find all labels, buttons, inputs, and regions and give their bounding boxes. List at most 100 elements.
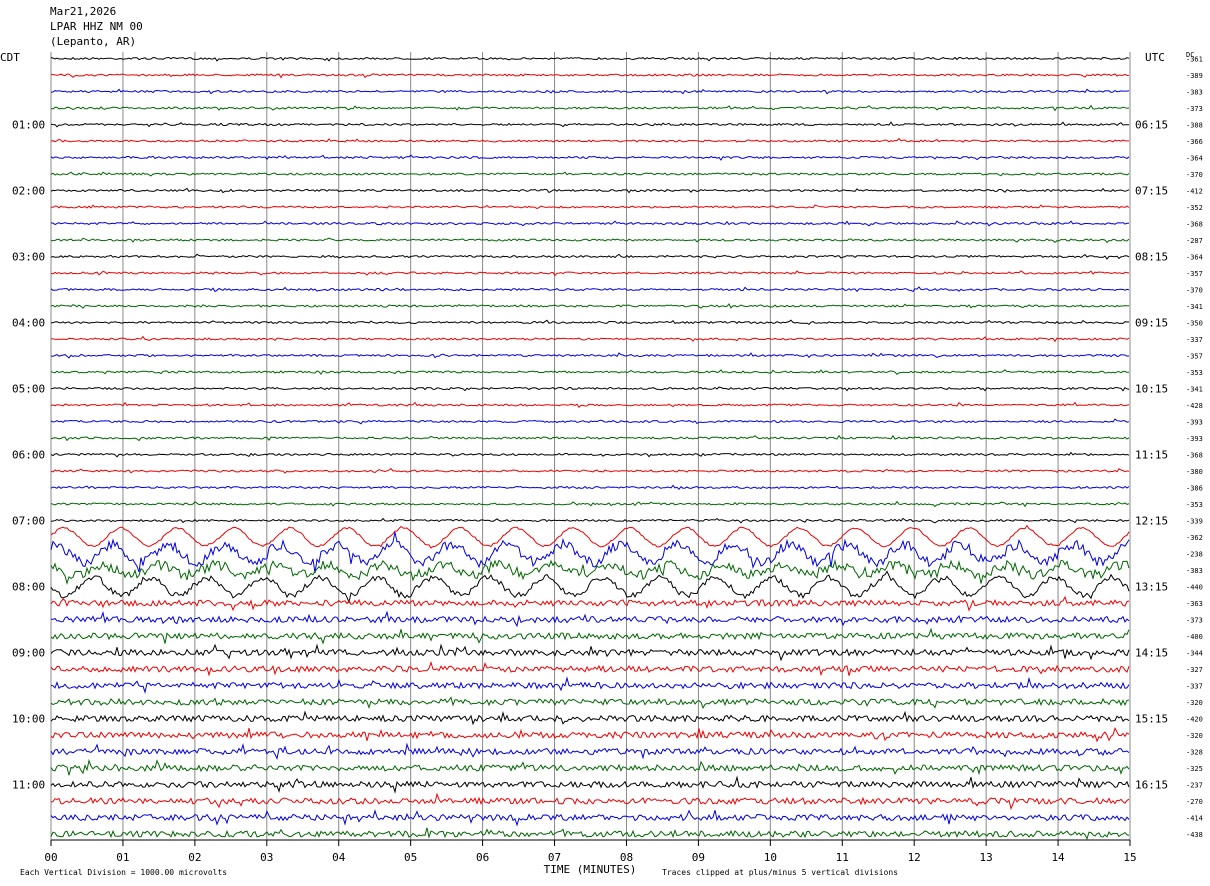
trace (50, 758, 1130, 776)
trace (50, 500, 1130, 508)
trace (50, 742, 1130, 761)
dc-offset: -238 (1186, 551, 1203, 559)
dc-offset: -344 (1186, 650, 1203, 658)
dc-offset: -383 (1186, 567, 1203, 575)
trace (50, 524, 1130, 549)
right-zone: UTC (1145, 51, 1165, 64)
right-time: 11:15 (1135, 449, 1168, 462)
footer-left: Each Vertical Division = 1000.00 microvo… (20, 868, 227, 877)
trace (50, 352, 1130, 359)
x-tick-label: 08 (620, 851, 633, 864)
dc-offset: -320 (1186, 732, 1203, 740)
trace (50, 121, 1130, 128)
trace (50, 401, 1130, 408)
x-tick-label: 11 (836, 851, 849, 864)
x-tick-label: 04 (332, 851, 346, 864)
dc-offset: -364 (1186, 155, 1203, 163)
left-time: 05:00 (12, 383, 45, 396)
left-time: 09:00 (12, 647, 45, 660)
x-tick-label: 06 (476, 851, 489, 864)
dc-offset: -428 (1186, 402, 1203, 410)
trace (51, 319, 1130, 326)
dc-offset: -361 (1186, 56, 1203, 64)
x-tick-label: 00 (44, 851, 57, 864)
dc-offset: -357 (1186, 270, 1203, 278)
dc-offset: -327 (1186, 666, 1203, 674)
trace (50, 434, 1130, 442)
dc-offset: -357 (1186, 353, 1203, 361)
trace (50, 559, 1130, 585)
dc-offset: -353 (1186, 369, 1203, 377)
trace (50, 696, 1130, 710)
dc-offset: -383 (1186, 89, 1203, 97)
dc-label: DC (1186, 51, 1194, 59)
trace (50, 676, 1130, 695)
dc-offset: -364 (1186, 254, 1203, 262)
trace (50, 154, 1130, 161)
trace (50, 418, 1130, 425)
dc-offset: -366 (1186, 138, 1203, 146)
right-time: 10:15 (1135, 383, 1168, 396)
dc-offset: -370 (1186, 287, 1203, 295)
dc-offset: -341 (1186, 303, 1203, 311)
dc-offset: -353 (1186, 501, 1203, 509)
trace (50, 827, 1130, 841)
trace (50, 451, 1130, 458)
x-tick-label: 10 (764, 851, 777, 864)
x-tick-label: 12 (908, 851, 921, 864)
dc-offset: -337 (1186, 336, 1203, 344)
trace (50, 532, 1130, 574)
trace (50, 710, 1130, 726)
right-time: 12:15 (1135, 515, 1168, 528)
trace (50, 220, 1130, 227)
dc-offset: -393 (1186, 419, 1203, 427)
dc-offset: -414 (1186, 815, 1203, 823)
x-tick-label: 15 (1123, 851, 1136, 864)
x-tick-label: 09 (692, 851, 705, 864)
trace (50, 204, 1130, 210)
trace (50, 610, 1130, 628)
dc-offset: -237 (1186, 782, 1203, 790)
trace (50, 643, 1130, 662)
x-tick-label: 02 (188, 851, 201, 864)
right-time: 14:15 (1135, 647, 1168, 660)
dc-offset: -440 (1186, 584, 1203, 592)
dc-offset: -363 (1186, 600, 1203, 608)
trace (50, 809, 1130, 827)
trace (50, 484, 1130, 491)
trace (50, 270, 1130, 277)
dc-offset: -412 (1186, 188, 1203, 196)
trace (50, 104, 1130, 112)
left-time: 02:00 (12, 185, 45, 198)
dc-offset: -320 (1186, 699, 1203, 707)
trace (50, 73, 1130, 79)
left-time: 08:00 (12, 581, 45, 594)
dc-offset: -368 (1186, 221, 1203, 229)
dc-offset: -380 (1186, 468, 1203, 476)
trace (50, 286, 1130, 293)
trace (50, 187, 1130, 194)
trace (50, 137, 1129, 143)
left-time: 06:00 (12, 449, 45, 462)
left-time: 11:00 (12, 779, 45, 792)
left-time: 01:00 (12, 119, 45, 132)
dc-offset: -393 (1186, 435, 1203, 443)
left-time: 03:00 (12, 251, 45, 264)
trace (50, 56, 1130, 62)
x-label: TIME (MINUTES) (544, 863, 637, 876)
footer-right: Traces clipped at plus/minus 5 vertical … (662, 868, 898, 877)
right-time: 13:15 (1135, 581, 1168, 594)
trace (50, 253, 1130, 260)
trace (50, 88, 1130, 95)
x-tick-label: 07 (548, 851, 561, 864)
left-zone: CDT (0, 51, 20, 64)
trace (50, 627, 1130, 645)
dc-offset: -370 (1186, 171, 1203, 179)
location: (Lepanto, AR) (50, 35, 136, 48)
dc-offset: -287 (1186, 237, 1203, 245)
dc-offset: -373 (1186, 617, 1203, 625)
dc-offset: -350 (1186, 320, 1203, 328)
trace (50, 660, 1130, 677)
dc-offset: -386 (1186, 485, 1203, 493)
